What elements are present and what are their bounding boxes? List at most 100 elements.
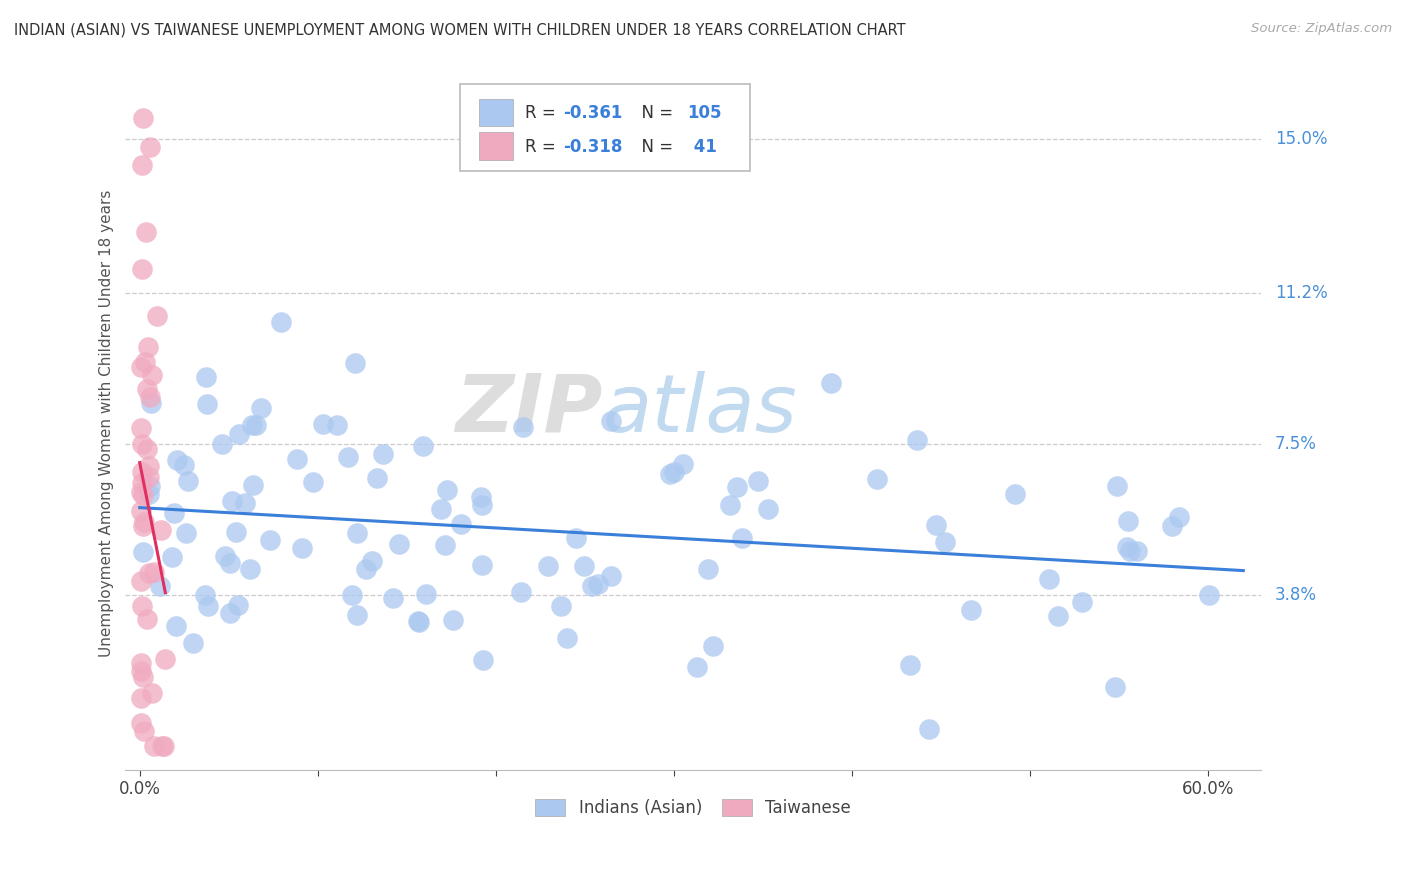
Point (905, 433, 928, 447)
Point (162, 549, 184, 564)
Point (135, 225, 157, 239)
Point (672, 458, 695, 472)
Point (346, 525, 368, 540)
Point (433, 538, 456, 552)
Point (233, 496, 256, 510)
Text: N =: N = (631, 137, 678, 156)
Point (574, 559, 596, 574)
Point (131, 261, 153, 276)
Point (183, 636, 205, 650)
Text: N =: N = (631, 104, 678, 122)
Point (441, 613, 464, 627)
Point (340, 588, 363, 602)
Point (143, 739, 166, 753)
Point (960, 603, 983, 617)
Point (129, 664, 152, 678)
Point (354, 562, 377, 576)
Point (132, 724, 155, 739)
Y-axis label: Unemployment Among Women with Children Under 18 years: Unemployment Among Women with Children U… (100, 190, 114, 657)
Text: 7.5%: 7.5% (1275, 435, 1317, 453)
Point (132, 111, 155, 125)
FancyBboxPatch shape (461, 85, 749, 171)
Point (1038, 572, 1060, 586)
Text: Source: ZipAtlas.com: Source: ZipAtlas.com (1251, 22, 1392, 36)
Point (139, 390, 162, 404)
Point (686, 660, 709, 674)
Point (139, 396, 162, 410)
Point (129, 359, 152, 374)
Point (747, 474, 769, 488)
Point (135, 382, 157, 396)
Legend: Indians (Asian), Taiwanese: Indians (Asian), Taiwanese (529, 792, 858, 824)
Text: R =: R = (526, 104, 561, 122)
Point (132, 518, 155, 533)
Point (131, 599, 153, 613)
Point (291, 541, 314, 556)
Point (138, 566, 160, 580)
Point (177, 474, 200, 488)
Point (346, 607, 368, 622)
Point (240, 418, 263, 433)
Point (221, 494, 243, 508)
Point (139, 139, 162, 153)
Point (599, 414, 621, 428)
Point (197, 599, 219, 614)
Point (165, 619, 187, 633)
Point (218, 557, 240, 571)
Point (658, 467, 681, 481)
Point (918, 723, 941, 737)
Point (174, 526, 197, 541)
Point (702, 639, 724, 653)
Point (173, 458, 195, 472)
Point (326, 418, 349, 433)
Point (555, 631, 578, 645)
Point (132, 545, 155, 559)
Point (149, 579, 172, 593)
Point (1118, 544, 1140, 558)
Point (898, 657, 921, 672)
Point (1116, 514, 1139, 528)
Point (1198, 588, 1220, 602)
Point (211, 437, 233, 451)
Point (1104, 680, 1126, 694)
Point (509, 585, 531, 599)
Point (163, 506, 186, 520)
Point (131, 157, 153, 171)
Point (166, 453, 188, 467)
Point (218, 607, 240, 621)
Point (242, 477, 264, 491)
Point (129, 574, 152, 588)
Point (720, 498, 742, 512)
Point (136, 340, 159, 354)
Point (471, 558, 494, 572)
Point (195, 370, 218, 384)
Point (136, 612, 159, 626)
Point (312, 417, 335, 431)
Point (155, 652, 177, 666)
Point (1161, 518, 1184, 533)
Point (360, 554, 382, 568)
Point (725, 480, 748, 494)
Point (415, 587, 437, 601)
Point (450, 517, 472, 532)
Text: -0.318: -0.318 (562, 137, 621, 156)
Point (731, 531, 754, 545)
Point (1105, 479, 1128, 493)
FancyBboxPatch shape (478, 99, 513, 127)
Point (565, 531, 588, 545)
Point (550, 599, 572, 613)
Point (228, 427, 250, 442)
Point (408, 615, 430, 629)
Point (134, 515, 156, 529)
Point (696, 562, 718, 576)
Point (228, 599, 250, 613)
Point (134, 355, 156, 369)
Point (436, 483, 458, 497)
Point (366, 470, 388, 484)
Point (132, 670, 155, 684)
Point (512, 420, 534, 434)
Point (472, 652, 495, 666)
Point (388, 537, 411, 551)
Point (129, 657, 152, 671)
Text: 15.0%: 15.0% (1275, 129, 1327, 147)
